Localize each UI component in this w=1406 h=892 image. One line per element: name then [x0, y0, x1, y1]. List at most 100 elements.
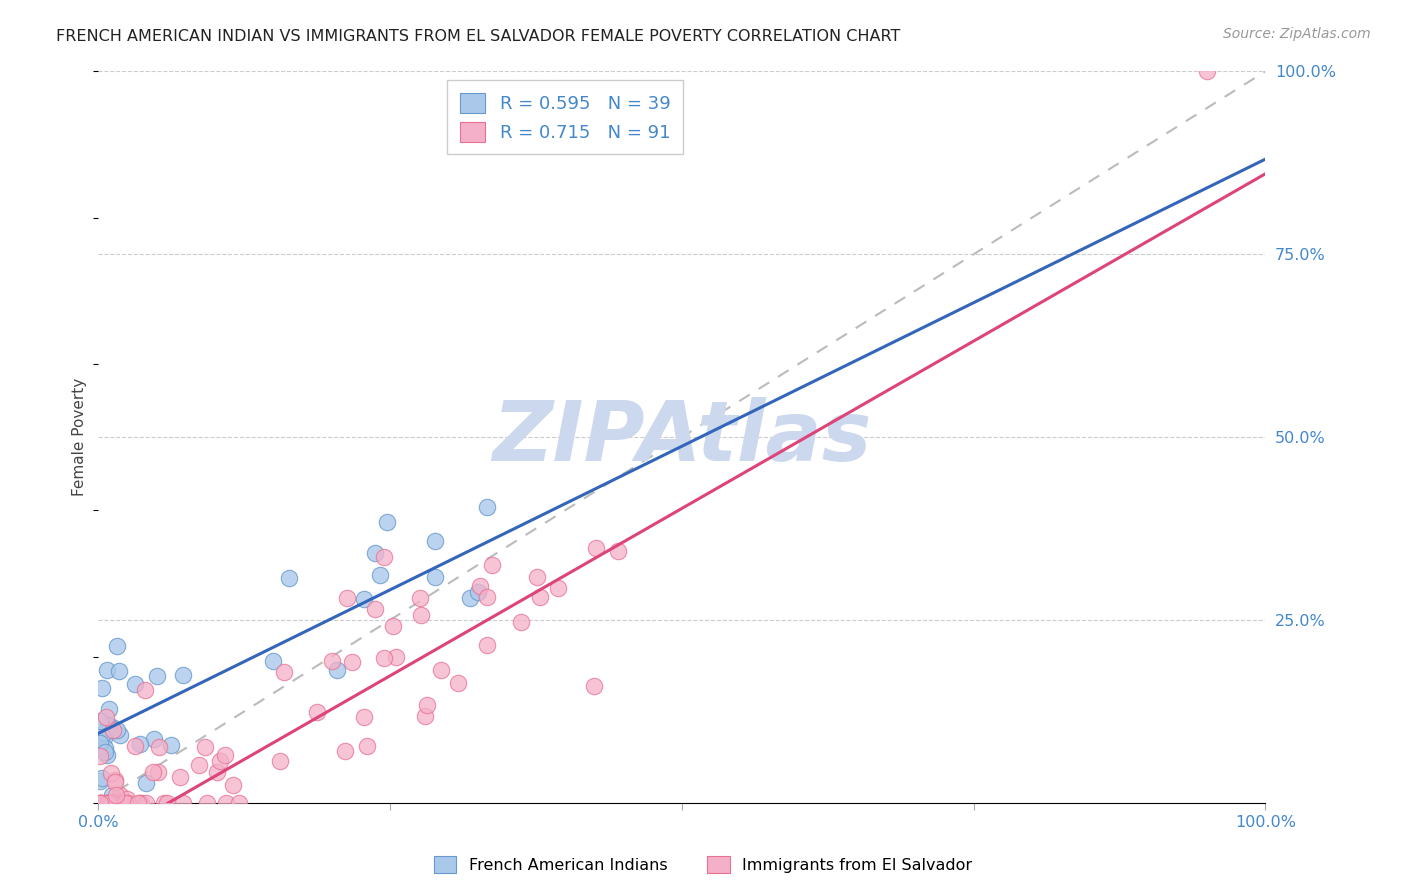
- Point: [467, 585, 489, 599]
- Point: [90, 796, 112, 810]
- Point: [585, 541, 607, 555]
- Y-axis label: Female Poverty: Female Poverty: [72, 378, 87, 496]
- Point: [124, 677, 146, 691]
- Point: [91, 796, 114, 810]
- Point: [103, 723, 125, 738]
- Point: [333, 744, 356, 758]
- Point: [101, 796, 124, 810]
- Point: [101, 796, 124, 810]
- Point: [142, 732, 165, 747]
- Text: FRENCH AMERICAN INDIAN VS IMMIGRANTS FROM EL SALVADOR FEMALE POVERTY CORRELATION: FRENCH AMERICAN INDIAN VS IMMIGRANTS FRO…: [56, 29, 901, 44]
- Point: [475, 638, 498, 652]
- Point: [156, 796, 179, 810]
- Point: [353, 710, 375, 724]
- Point: [148, 740, 170, 755]
- Text: Source: ZipAtlas.com: Source: ZipAtlas.com: [1223, 27, 1371, 41]
- Point: [94, 796, 117, 810]
- Point: [526, 570, 548, 584]
- Point: [97, 718, 120, 732]
- Point: [408, 591, 430, 605]
- Point: [363, 545, 385, 559]
- Point: [110, 796, 132, 810]
- Point: [94, 745, 117, 759]
- Point: [509, 615, 531, 629]
- Point: [107, 794, 129, 808]
- Point: [222, 778, 245, 792]
- Point: [110, 796, 132, 810]
- Point: [129, 796, 152, 810]
- Point: [368, 568, 391, 582]
- Point: [307, 705, 329, 719]
- Point: [375, 515, 398, 529]
- Point: [98, 796, 121, 810]
- Legend: R = 0.595   N = 39, R = 0.715   N = 91: R = 0.595 N = 39, R = 0.715 N = 91: [447, 80, 683, 154]
- Point: [423, 570, 446, 584]
- Point: [135, 796, 157, 810]
- Point: [96, 663, 118, 677]
- Point: [153, 796, 176, 810]
- Point: [101, 789, 124, 803]
- Point: [98, 723, 121, 738]
- Point: [146, 669, 169, 683]
- Point: [141, 764, 163, 779]
- Point: [364, 601, 387, 615]
- Point: [89, 796, 111, 810]
- Point: [90, 681, 112, 696]
- Point: [110, 728, 132, 742]
- Point: [105, 639, 128, 653]
- Point: [273, 665, 295, 679]
- Point: [89, 749, 111, 764]
- Point: [262, 654, 284, 668]
- Point: [547, 581, 569, 595]
- Point: [100, 720, 122, 734]
- Point: [411, 607, 433, 622]
- Point: [93, 731, 115, 745]
- Point: [228, 796, 250, 810]
- Point: [342, 655, 364, 669]
- Point: [104, 775, 127, 789]
- Point: [214, 747, 236, 762]
- Point: [607, 544, 630, 558]
- Point: [481, 558, 503, 572]
- Point: [529, 591, 551, 605]
- Point: [169, 770, 191, 784]
- Point: [94, 740, 117, 755]
- Point: [97, 796, 120, 810]
- Point: [447, 676, 470, 690]
- Point: [326, 663, 349, 677]
- Point: [146, 765, 169, 780]
- Point: [416, 698, 439, 713]
- Point: [382, 618, 405, 632]
- Point: [205, 765, 228, 780]
- Legend: French American Indians, Immigrants from El Salvador: French American Indians, Immigrants from…: [427, 849, 979, 880]
- Point: [160, 738, 183, 752]
- Point: [90, 771, 112, 785]
- Point: [582, 679, 605, 693]
- Point: [475, 500, 498, 514]
- Point: [468, 579, 491, 593]
- Point: [89, 774, 111, 789]
- Point: [108, 788, 131, 802]
- Point: [89, 714, 111, 728]
- Point: [188, 757, 211, 772]
- Point: [214, 796, 236, 810]
- Point: [321, 654, 343, 668]
- Point: [458, 591, 481, 606]
- Point: [127, 796, 149, 810]
- Point: [172, 796, 194, 810]
- Point: [124, 739, 146, 754]
- Point: [385, 649, 408, 664]
- Point: [98, 796, 121, 810]
- Point: [423, 534, 446, 549]
- Point: [105, 723, 128, 737]
- Text: ZIPAtlas: ZIPAtlas: [492, 397, 872, 477]
- Point: [98, 702, 121, 716]
- Point: [93, 726, 115, 740]
- Point: [197, 796, 219, 810]
- Point: [129, 796, 152, 810]
- Point: [353, 591, 375, 606]
- Point: [278, 571, 301, 585]
- Point: [100, 796, 122, 810]
- Point: [269, 754, 291, 768]
- Point: [117, 796, 139, 810]
